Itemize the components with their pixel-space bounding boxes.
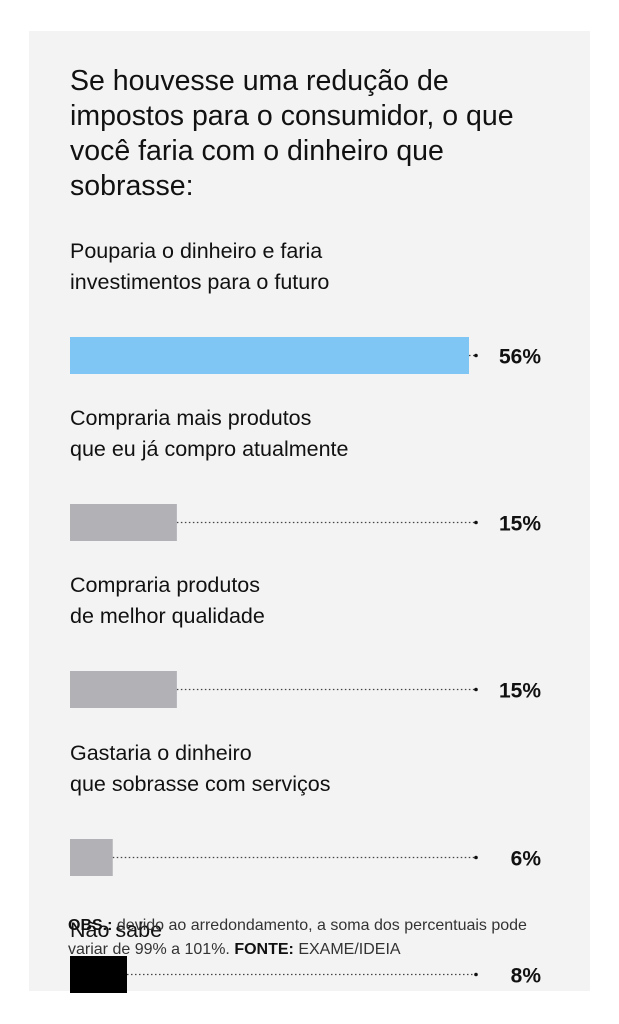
bar [70,671,177,708]
guide-end-dot [474,353,478,358]
chart-title: Se houvesse uma redução de impostos para… [70,65,514,202]
value-label: 15% [499,680,541,703]
bar [70,839,113,876]
bar [70,337,469,374]
obs-label: OBS.: [68,917,113,934]
value-label: 56% [499,346,541,369]
guide-end-dot [474,687,478,692]
bar [70,504,177,541]
category-label: Compraria mais produtos que eu já compro … [70,406,348,461]
bar-group: Gastaria o dinheiro que sobrasse com serv… [70,741,541,876]
category-label: Gastaria o dinheiro que sobrasse com serv… [70,741,331,796]
source-text: EXAME/IDEIA [293,941,401,958]
guide-end-dot [474,972,478,977]
guide-end-dot [474,855,478,860]
category-label: Não sabe [70,918,162,942]
category-label: Pouparia o dinheiro e faria investimentos… [70,239,329,294]
footnote: OBS.: devido ao arredondamento, a soma d… [68,914,568,962]
obs-text: devido ao arredondamento, a soma dos per… [68,917,527,958]
category-label: Compraria produtos de melhor qualidade [70,573,265,628]
bar-group: Compraria mais produtos que eu já compro … [70,406,541,541]
source-label: FONTE: [234,941,294,958]
bar-group: Compraria produtos de melhor qualidade 15% [70,573,541,708]
value-label: 6% [511,848,542,871]
value-label: 8% [511,965,542,988]
bar [70,956,127,993]
bar-group: Não sabe 8% [70,918,541,993]
bar-group: Pouparia o dinheiro e faria investimentos… [70,239,541,374]
guide-end-dot [474,520,478,525]
value-label: 15% [499,513,541,536]
